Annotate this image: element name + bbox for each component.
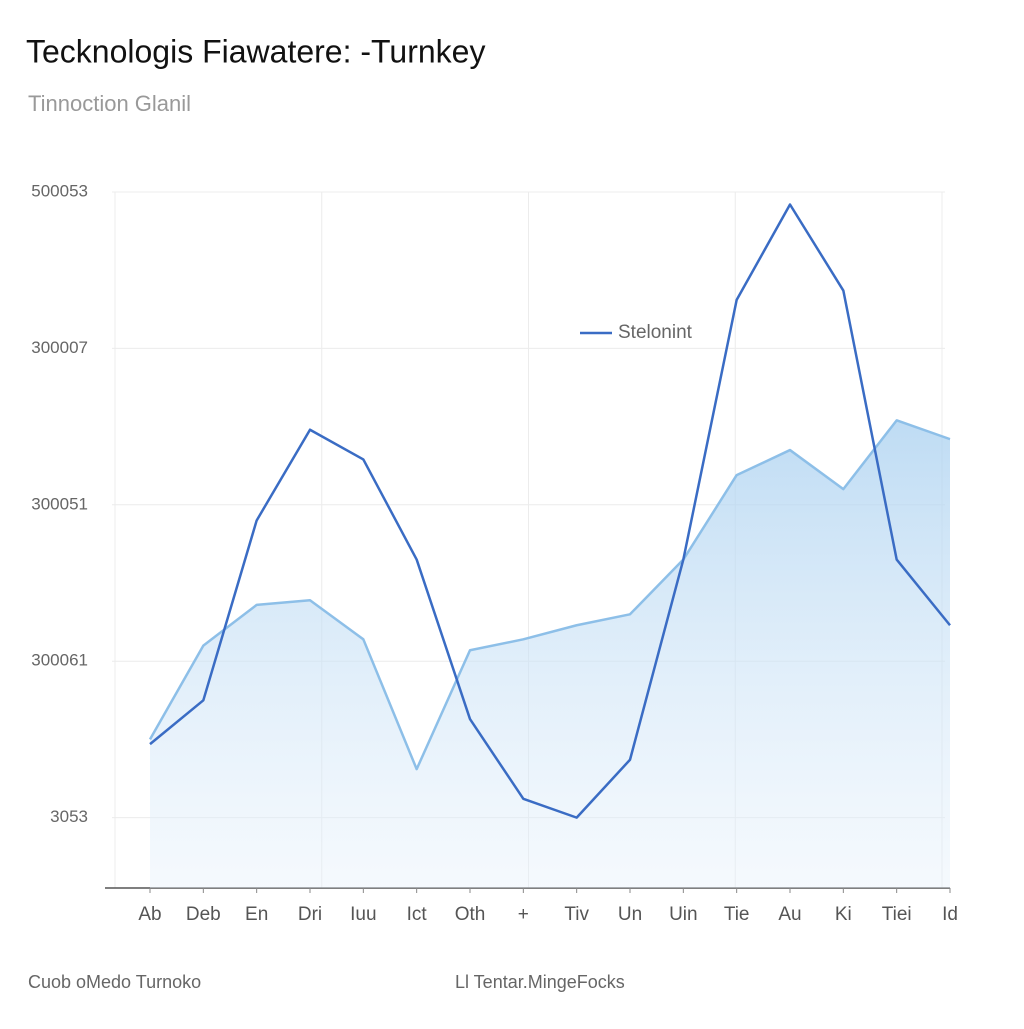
y-tick-label: 300061 bbox=[31, 651, 88, 670]
x-tick-label: Iuu bbox=[350, 904, 376, 925]
y-tick-label: 500053 bbox=[31, 181, 88, 200]
x-tick-label: Deb bbox=[186, 904, 221, 925]
chart-subtitle: Tinnoction Glanil bbox=[28, 91, 191, 116]
x-tick-label: Dri bbox=[298, 904, 322, 925]
footer-left: Cuob oMedo Turnoko bbox=[28, 972, 201, 992]
x-tick-label: Un bbox=[618, 904, 642, 925]
area-line bbox=[148, 419, 951, 771]
x-tick-label: Ict bbox=[407, 904, 428, 925]
y-tick-label: 3053 bbox=[50, 807, 88, 826]
x-tick-label: Tiv bbox=[564, 904, 589, 925]
x-tick-label: Ki bbox=[835, 904, 852, 925]
line bbox=[149, 203, 951, 819]
x-tick-label: Id bbox=[942, 904, 958, 925]
footer-center: Ll Tentar.MingeFocks bbox=[455, 972, 625, 992]
x-tick-label: Tiei bbox=[882, 904, 912, 925]
x-tick-label: Uin bbox=[669, 904, 698, 925]
x-tick-label: Au bbox=[778, 904, 801, 925]
x-tick-label: Tie bbox=[724, 904, 750, 925]
y-tick-label: 300007 bbox=[31, 338, 88, 357]
chart-title: Tecknologis Fiawatere: -Turnkey bbox=[26, 33, 485, 69]
y-tick-label: 300051 bbox=[31, 494, 88, 513]
x-tick-label: En bbox=[245, 904, 268, 925]
x-tick-label: Ab bbox=[138, 904, 161, 925]
x-tick-label: + bbox=[518, 904, 529, 925]
area bbox=[150, 420, 950, 888]
x-tick-label: Oth bbox=[455, 904, 486, 925]
legend-label: Stelonint bbox=[618, 322, 693, 343]
